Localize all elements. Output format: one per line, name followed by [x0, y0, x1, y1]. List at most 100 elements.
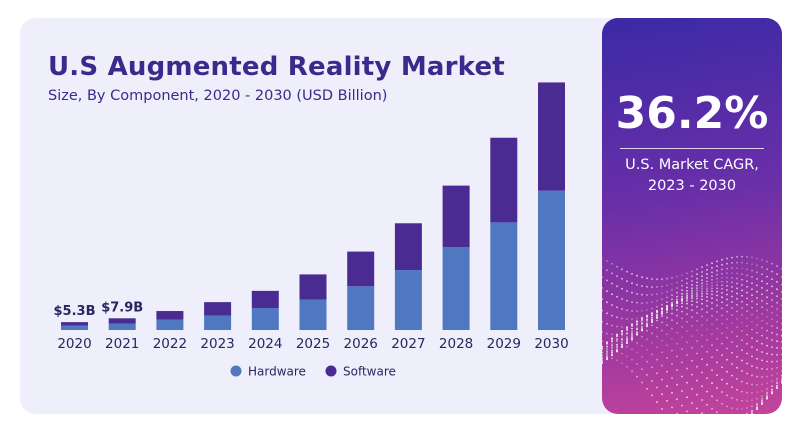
- wave-dot: [646, 324, 648, 327]
- wave-dot: [616, 337, 618, 340]
- wave-dot: [751, 410, 753, 413]
- wave-dot: [726, 304, 728, 306]
- wave-dot: [681, 390, 683, 392]
- wave-dot: [602, 346, 603, 348]
- wave-dot: [716, 387, 718, 389]
- wave-dot: [731, 262, 733, 264]
- wave-dot: [761, 397, 763, 400]
- wave-dot: [781, 267, 782, 270]
- wave-dot: [781, 347, 782, 349]
- wave-dot: [756, 290, 758, 293]
- wave-dot: [776, 377, 778, 380]
- wave-dot: [636, 310, 638, 312]
- bar-software-2029: [490, 137, 518, 223]
- wave-dot: [776, 382, 778, 384]
- wave-dot: [721, 342, 723, 345]
- wave-dot: [731, 286, 733, 288]
- wave-dot: [646, 329, 648, 332]
- cagr-value: 36.2%: [615, 88, 769, 139]
- wave-dot: [626, 365, 628, 368]
- wave-dot: [721, 263, 723, 266]
- wave-dot: [626, 280, 628, 283]
- wave-dot: [616, 359, 618, 362]
- wave-dot: [751, 269, 753, 272]
- wave-dot: [646, 294, 648, 296]
- wave-dot: [716, 277, 718, 280]
- wave-dot: [691, 270, 693, 273]
- wave-dot: [611, 262, 613, 265]
- wave-dot: [606, 358, 608, 361]
- wave-dot: [616, 346, 618, 349]
- wave-dot: [771, 292, 773, 295]
- wave-dot: [701, 285, 703, 287]
- wave-dot: [711, 323, 713, 326]
- wave-dot: [751, 300, 753, 303]
- wave-dot: [671, 294, 673, 297]
- wave-dot: [711, 297, 713, 300]
- wave-dot: [776, 265, 778, 267]
- wave-dot: [636, 274, 638, 277]
- wave-dot: [631, 339, 633, 342]
- wave-dot: [611, 324, 613, 327]
- wave-dot: [736, 272, 738, 275]
- wave-dot: [661, 312, 663, 315]
- wave-dot: [646, 319, 648, 322]
- wave-dot: [761, 258, 763, 261]
- wave-dot: [756, 391, 758, 394]
- wave-dot: [771, 339, 773, 341]
- wave-dot: [766, 329, 768, 332]
- wave-dot: [701, 275, 703, 278]
- wave-dot: [661, 278, 663, 281]
- cagr-label-line2: 2023 - 2030: [647, 178, 737, 194]
- wave-dot: [746, 268, 748, 271]
- wave-dot: [706, 403, 708, 406]
- wave-dot: [656, 309, 658, 312]
- wave-dot: [726, 318, 728, 321]
- wave-dot: [756, 384, 758, 386]
- wave-dot: [746, 286, 748, 288]
- wave-dot: [606, 341, 608, 344]
- wave-dot: [691, 388, 693, 390]
- wave-dot: [691, 402, 693, 404]
- wave-dot: [636, 323, 638, 325]
- wave-dot: [611, 282, 613, 285]
- wave-dot: [751, 337, 753, 339]
- wave-dot: [631, 291, 633, 294]
- wave-dot: [606, 290, 608, 293]
- wave-dot: [631, 348, 633, 351]
- bar-software-2025: [299, 274, 327, 300]
- wave-dot: [686, 396, 688, 399]
- wave-dot: [661, 311, 663, 313]
- wave-dot: [771, 385, 773, 388]
- wave-dot: [731, 322, 733, 325]
- wave-dot: [781, 381, 782, 383]
- wave-dot: [666, 333, 668, 336]
- wave-dot: [686, 330, 688, 333]
- wave-dot: [751, 374, 753, 377]
- wave-dot: [676, 309, 678, 311]
- wave-dot: [691, 324, 693, 327]
- wave-dot: [651, 380, 653, 382]
- wave-dot: [606, 357, 608, 359]
- wave-dot: [761, 368, 763, 370]
- wave-dot: [606, 342, 608, 345]
- wave-dot: [731, 386, 733, 388]
- wave-dot: [736, 282, 738, 285]
- wave-dot: [726, 293, 728, 296]
- wave-dot: [686, 295, 688, 298]
- wave-dot: [741, 359, 743, 362]
- x-tick-label-2025: 2025: [296, 336, 330, 352]
- wave-dot: [756, 331, 758, 334]
- wave-dot: [602, 356, 603, 359]
- wave-dot: [701, 266, 703, 269]
- wave-dot: [621, 333, 623, 336]
- wave-dot: [741, 289, 743, 292]
- wave-dot: [676, 295, 678, 298]
- wave-dot: [781, 379, 782, 382]
- wave-dot: [751, 320, 753, 323]
- wave-dot: [761, 390, 763, 392]
- wave-dot: [771, 262, 773, 265]
- wave-dot: [691, 359, 693, 362]
- wave-dot: [736, 261, 738, 264]
- wave-dot: [781, 365, 782, 367]
